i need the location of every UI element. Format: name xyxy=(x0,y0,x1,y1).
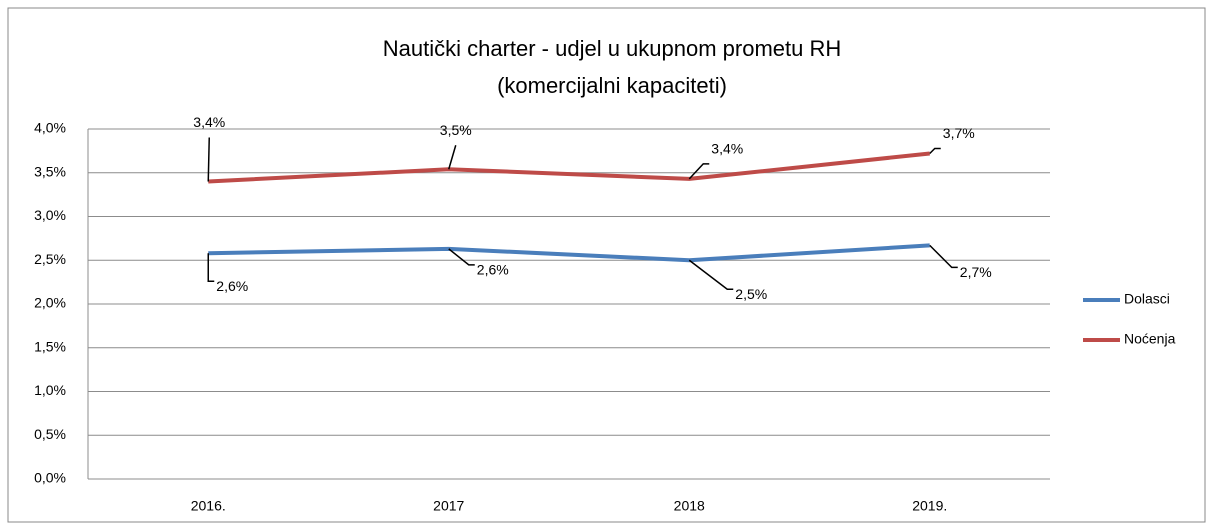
label-leader xyxy=(688,163,710,180)
data-label: 3,5% xyxy=(440,122,472,138)
chart-title: (komercijalni kapaciteti) xyxy=(497,73,727,98)
chart-border xyxy=(7,7,1206,523)
data-label: 2,6% xyxy=(216,278,248,294)
y-tick-label: 3,5% xyxy=(34,163,66,179)
line-series xyxy=(208,151,930,184)
x-tick-label: 2018 xyxy=(674,498,705,514)
label-leader xyxy=(448,145,457,170)
y-tick-label: 2,0% xyxy=(34,295,66,311)
label-leader xyxy=(688,259,734,290)
label-leader xyxy=(448,248,475,266)
data-label: 3,4% xyxy=(193,114,225,130)
y-tick-label: 2,5% xyxy=(34,251,66,267)
chart-title: Nautički charter - udjel u ukupnom prome… xyxy=(383,36,842,61)
label-leader xyxy=(207,253,215,282)
legend-label: Dolasci xyxy=(1124,291,1170,307)
x-tick-label: 2017 xyxy=(433,498,464,514)
y-tick-label: 0,5% xyxy=(34,426,66,442)
data-label: 2,5% xyxy=(735,286,767,302)
y-tick-label: 1,0% xyxy=(34,382,66,398)
y-tick-label: 3,0% xyxy=(34,207,66,223)
label-leader xyxy=(929,147,941,155)
legend-label: Noćenja xyxy=(1124,331,1176,347)
label-leader xyxy=(207,137,210,182)
data-label: 2,6% xyxy=(477,262,509,278)
label-leader xyxy=(929,244,958,269)
data-label: 2,7% xyxy=(960,264,992,280)
y-tick-label: 1,5% xyxy=(34,338,66,354)
data-label: 3,4% xyxy=(711,141,743,157)
y-tick-label: 4,0% xyxy=(34,120,66,136)
data-label: 3,7% xyxy=(943,125,975,141)
line-series xyxy=(208,243,930,263)
x-tick-label: 2016. xyxy=(191,498,226,514)
x-tick-label: 2019. xyxy=(912,498,947,514)
y-tick-label: 0,0% xyxy=(34,470,66,486)
